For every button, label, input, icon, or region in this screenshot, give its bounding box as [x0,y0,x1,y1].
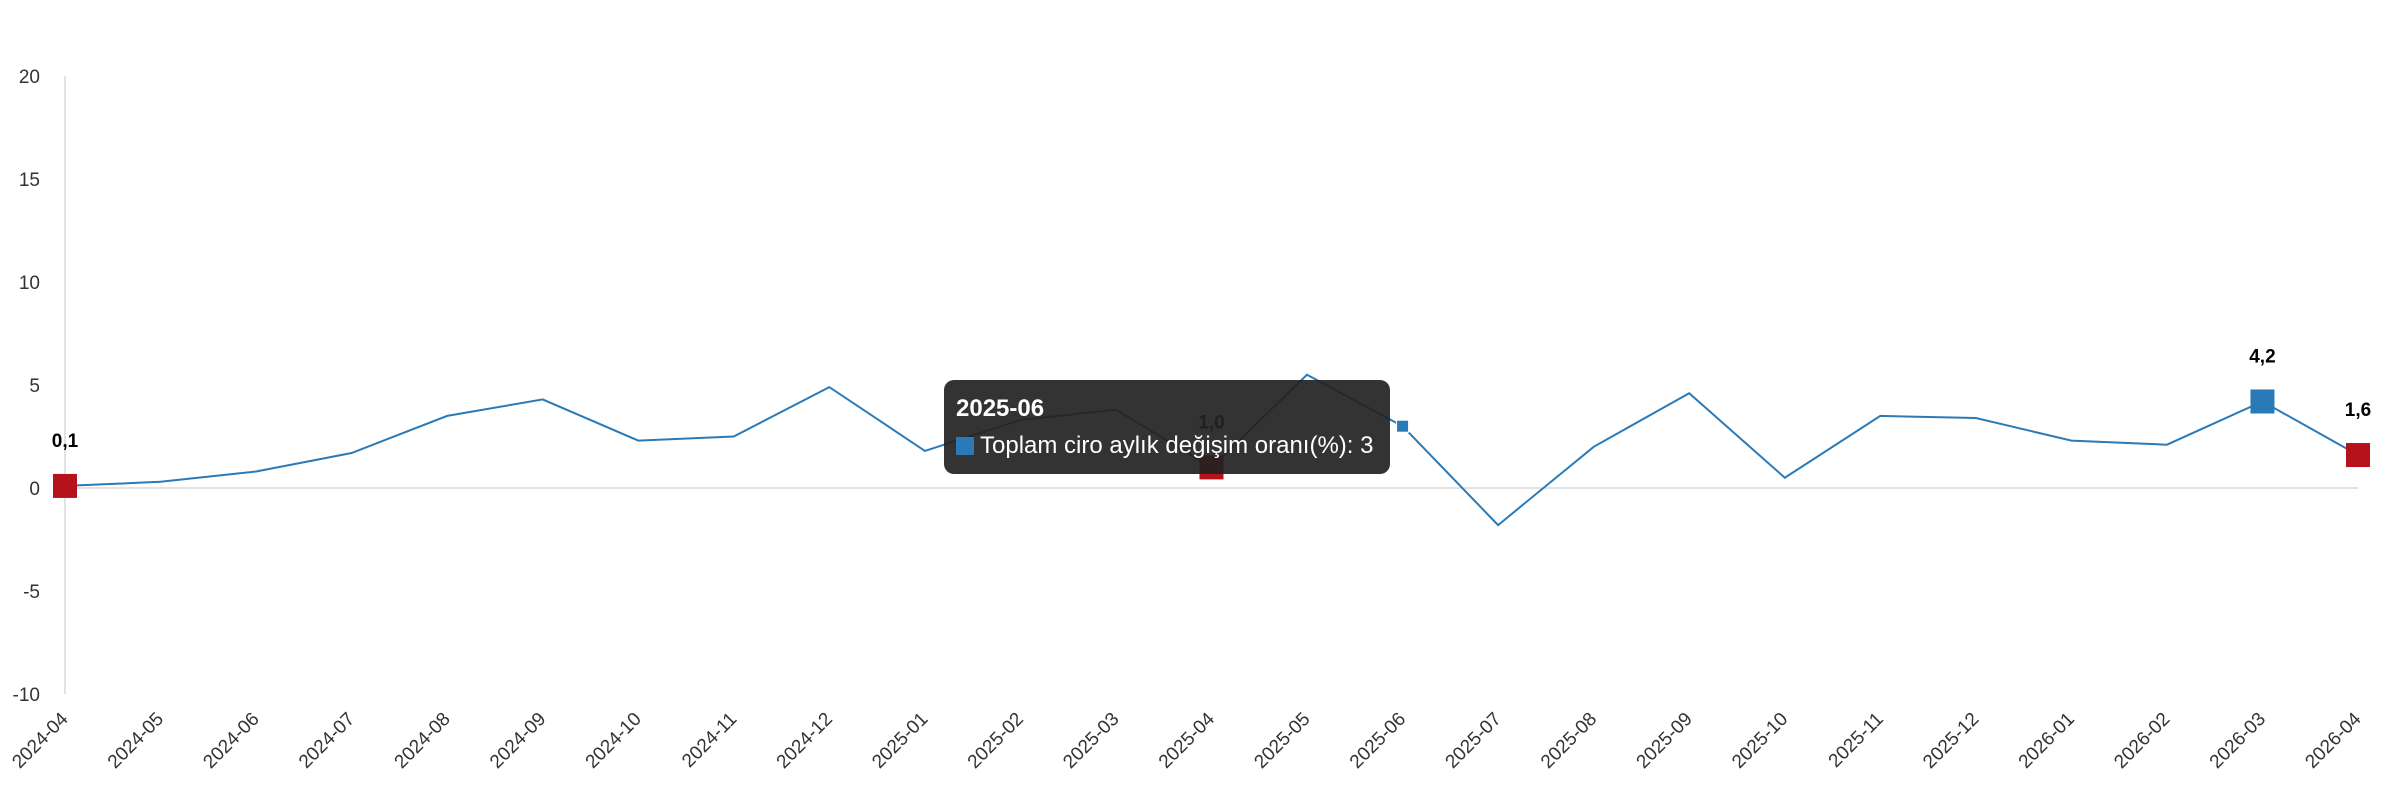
x-tick-label: 2025-01 [868,709,932,773]
x-tick-label: 2026-03 [2206,709,2270,773]
x-tick-label: 2024-04 [8,708,72,772]
tooltip-row: Toplam ciro aylık değişim oranı(%): 3 [956,430,1378,462]
tooltip-separator: : [1346,432,1361,459]
x-tick-label: 2024-06 [199,709,263,773]
y-tick-label: 5 [29,376,40,397]
x-tick-label: 2025-03 [1059,709,1123,773]
x-tick-label: 2025-12 [1919,709,1983,773]
x-tick-label: 2026-02 [2110,709,2174,773]
x-tick-label: 2025-02 [964,709,1028,773]
chart-tooltip: 2025-06 Toplam ciro aylık değişim oranı(… [944,380,1390,474]
x-tick-label: 2024-05 [104,709,168,773]
y-tick-label: -10 [13,685,40,706]
data-label: 0,1 [52,431,79,452]
y-tick-label: 20 [19,67,40,88]
x-tick-label: 2025-08 [1537,709,1601,773]
data-label: 1,6 [2345,400,2371,421]
x-tick-label: 2024-07 [295,709,359,773]
x-tick-label: 2025-07 [1442,709,1506,773]
highlight-marker [2250,389,2275,414]
x-tick-label: 2025-04 [1155,708,1219,772]
x-tick-label: 2025-09 [1633,709,1697,773]
x-tick-label: 2026-01 [2015,709,2079,773]
y-tick-label: 15 [19,170,40,191]
x-tick-label: 2024-09 [486,709,550,773]
data-label: 4,2 [2249,346,2275,367]
y-tick-label: 0 [29,479,40,500]
y-tick-label: 10 [19,273,40,294]
y-tick-label: -5 [23,582,40,603]
x-tick-label: 2024-12 [773,709,837,773]
highlight-marker [53,473,77,498]
tooltip-title: 2025-06 [956,395,1045,422]
tooltip-value: 3 [1360,432,1374,459]
x-tick-label: 2025-11 [1825,709,1888,772]
x-tick-label: 2024-11 [678,709,741,772]
highlight-marker [2346,443,2370,468]
x-tick-label: 2025-10 [1728,709,1792,773]
x-tick-label: 2025-06 [1346,709,1410,773]
x-tick-label: 2025-05 [1250,709,1314,773]
x-tick-label: 2026-04 [2301,708,2365,772]
x-tick-label: 2024-08 [391,709,455,773]
tooltip-series-label: Toplam ciro aylık değişim oranı(%) [980,432,1347,459]
x-tick-label: 2024-10 [582,709,646,773]
tooltip-series-swatch [956,437,974,455]
hover-point-marker [1396,419,1410,433]
